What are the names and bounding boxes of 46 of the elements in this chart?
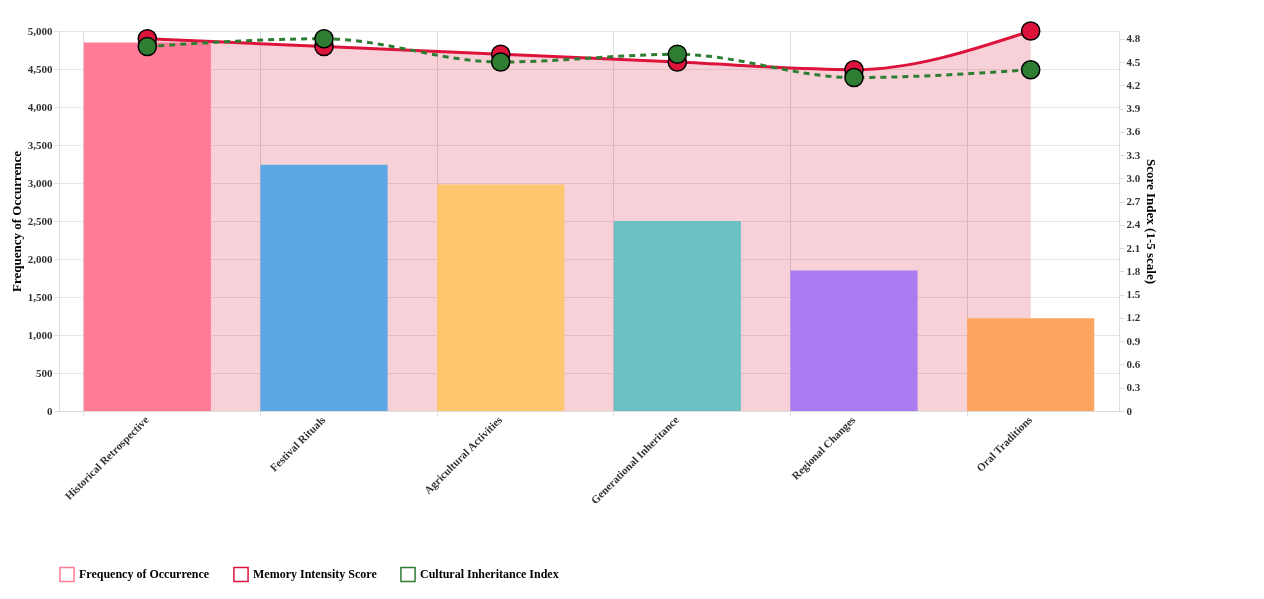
y-tick-label: 2,000 bbox=[27, 252, 53, 265]
bar bbox=[613, 221, 741, 411]
point bbox=[667, 44, 688, 65]
y-tick-label: 0 bbox=[47, 404, 53, 417]
bar bbox=[260, 164, 388, 411]
y-tick-label: 4,500 bbox=[27, 62, 53, 75]
y2-tick-label: 2.7 bbox=[1126, 195, 1141, 208]
y2-tick-label: 3.9 bbox=[1126, 102, 1141, 115]
y-tick-label: 5,000 bbox=[27, 24, 53, 37]
y2-tick-label: 2.1 bbox=[1126, 241, 1141, 254]
bar bbox=[967, 318, 1095, 411]
y-tick-label: 3,000 bbox=[27, 176, 53, 189]
legend-label: Frequency of Occurrence bbox=[79, 567, 210, 582]
y-axis-title: Frequency of Occurrence bbox=[8, 150, 24, 293]
point bbox=[314, 28, 334, 49]
y2-tick-label: 0 bbox=[1126, 404, 1133, 417]
point bbox=[1020, 21, 1041, 41]
bar bbox=[437, 184, 565, 411]
bar bbox=[83, 42, 211, 411]
point bbox=[137, 36, 158, 57]
y2-tick-label: 3.6 bbox=[1126, 125, 1141, 138]
point bbox=[1020, 59, 1041, 80]
y-tick-label: 500 bbox=[36, 366, 53, 379]
y-tick-label: 4,000 bbox=[27, 100, 53, 113]
y2-tick-label: 4.5 bbox=[1126, 55, 1141, 68]
y-tick-label: 2,500 bbox=[27, 214, 53, 227]
y2-tick-label: 1.2 bbox=[1126, 311, 1141, 324]
point bbox=[490, 52, 511, 72]
y2-axis-title: Score Index (1-5 scale) bbox=[1144, 158, 1160, 285]
y2-tick-label: 2.4 bbox=[1126, 218, 1141, 231]
y2-tick-label: 0.9 bbox=[1126, 334, 1141, 347]
y-tick-label: 1,000 bbox=[27, 328, 53, 341]
y-tick-label: 1,500 bbox=[27, 290, 53, 303]
legend-label: Cultural Inheritance Index bbox=[420, 567, 559, 582]
y2-tick-label: 1.8 bbox=[1126, 264, 1141, 277]
y2-tick-label: 0.6 bbox=[1126, 357, 1141, 370]
y2-tick-label: 3.3 bbox=[1126, 148, 1141, 161]
y2-tick-label: 4.2 bbox=[1126, 78, 1141, 91]
point bbox=[844, 67, 864, 88]
y2-tick-label: 0.3 bbox=[1126, 381, 1141, 394]
bar bbox=[790, 270, 918, 411]
y-tick-label: 3,500 bbox=[27, 138, 53, 151]
y2-tick-label: 1.5 bbox=[1126, 288, 1141, 301]
y2-tick-label: 3.0 bbox=[1126, 171, 1141, 184]
legend-label: Memory Intensity Score bbox=[253, 567, 378, 582]
y2-tick-label: 4.8 bbox=[1126, 32, 1141, 45]
